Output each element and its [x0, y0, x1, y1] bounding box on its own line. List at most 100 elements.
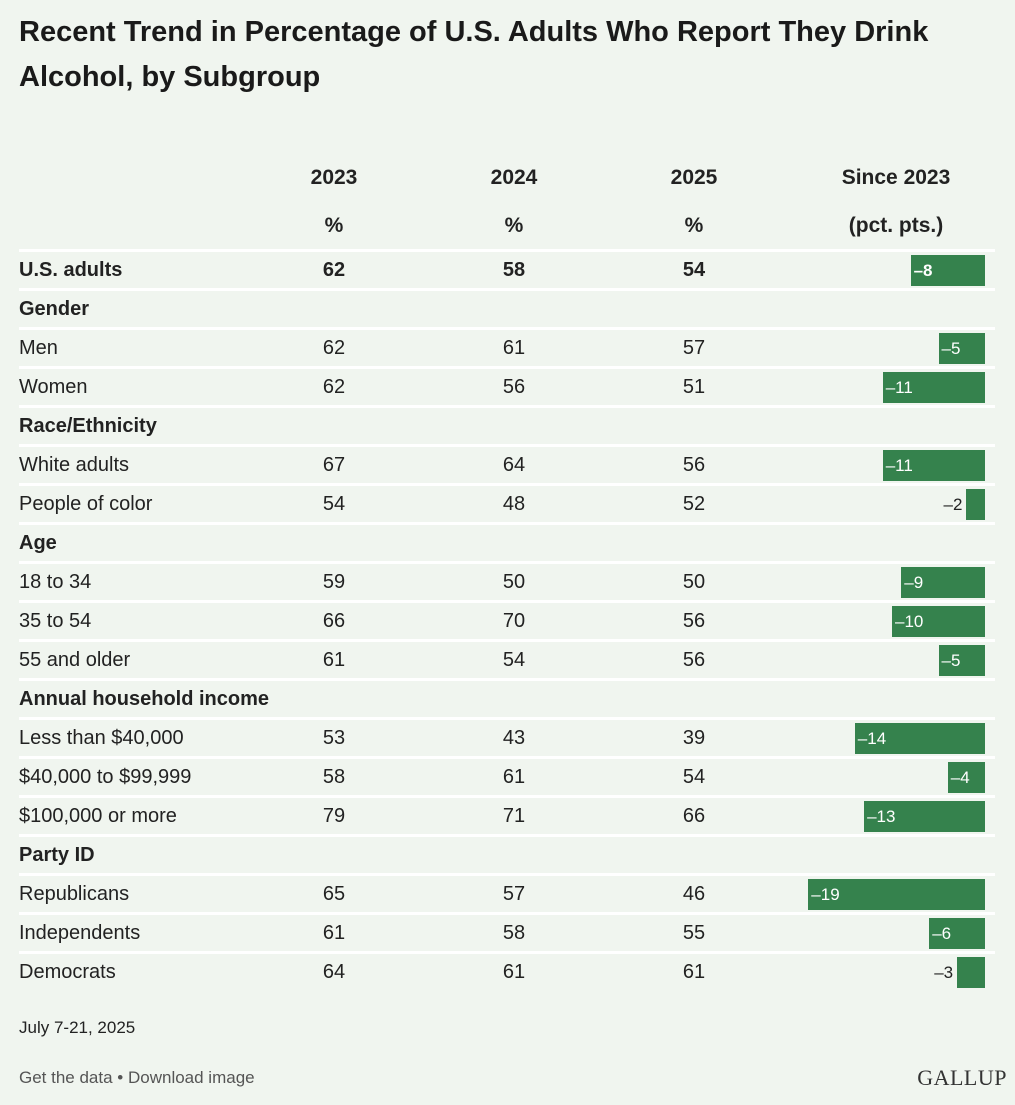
change-bar	[938, 333, 985, 364]
value-2023: 53	[322, 727, 346, 749]
change-label: –2	[943, 495, 963, 514]
chart-title: Recent Trend in Percentage of U.S. Adult…	[19, 16, 929, 93]
header-2024: 2024	[490, 166, 538, 189]
value-2025: 56	[682, 610, 706, 632]
row-divider	[19, 678, 995, 681]
gallup-logo: GALLUP	[917, 1065, 1007, 1090]
row-label: $100,000 or more	[19, 805, 177, 827]
group-header-row: Party ID	[0, 836, 1015, 875]
row-label: Women	[19, 376, 88, 398]
value-2025: 50	[682, 571, 706, 593]
table-row: 35 to 54 66 70 56 –10	[0, 602, 1015, 641]
row-divider	[19, 756, 995, 759]
row-divider	[19, 327, 995, 330]
value-2023: 65	[322, 883, 346, 905]
footer-links: Get the data • Download image	[19, 1068, 255, 1088]
change-label: –14	[857, 729, 887, 748]
group-label: Race/Ethnicity	[19, 415, 157, 437]
change-label: –6	[932, 924, 952, 943]
value-2023: 59	[322, 571, 346, 593]
row-label: 35 to 54	[19, 610, 92, 632]
value-2023: 61	[322, 649, 346, 671]
change-label: –3	[934, 963, 954, 982]
row-divider	[19, 366, 995, 369]
row-label: People of color	[19, 493, 153, 515]
row-label: 55 and older	[19, 649, 131, 671]
unit-2023: %	[324, 214, 344, 237]
row-divider	[19, 405, 995, 408]
value-2025: 54	[682, 766, 706, 788]
unit-2025: %	[684, 214, 704, 237]
value-2023: 62	[322, 376, 346, 398]
value-2024: 43	[502, 727, 526, 749]
change-bar	[864, 801, 985, 832]
change-bar	[966, 489, 985, 520]
row-divider	[19, 717, 995, 720]
value-2024: 58	[502, 922, 526, 944]
value-2024: 70	[502, 610, 526, 632]
table-row: 55 and older 61 54 56 –5	[0, 641, 1015, 680]
header-2025: 2025	[670, 166, 718, 189]
download-image-link[interactable]: Download image	[127, 1068, 255, 1087]
group-label: Age	[19, 532, 57, 554]
change-bar	[854, 723, 985, 754]
value-2023: 62	[322, 337, 346, 359]
value-2025: 54	[682, 259, 706, 281]
change-label: –4	[950, 768, 970, 787]
row-divider	[19, 288, 995, 291]
table-row: Men 62 61 57 –5	[0, 329, 1015, 368]
change-label: –5	[941, 339, 961, 358]
row-label: Independents	[19, 922, 141, 944]
group-header-row: Annual household income	[0, 680, 1015, 719]
table-row: $100,000 or more 79 71 66 –13	[0, 797, 1015, 836]
value-2025: 55	[682, 922, 706, 944]
row-label: White adults	[19, 454, 130, 476]
value-2025: 56	[682, 454, 706, 476]
change-bar	[901, 567, 985, 598]
row-divider	[19, 561, 995, 564]
table-row: White adults 67 64 56 –11	[0, 446, 1015, 485]
row-label: U.S. adults	[19, 259, 123, 281]
value-2025: 51	[682, 376, 706, 398]
table-row: Democrats 64 61 61 –3	[0, 953, 1015, 992]
value-2024: 50	[502, 571, 526, 593]
value-2024: 56	[502, 376, 526, 398]
value-2023: 79	[322, 805, 346, 827]
survey-date: July 7-21, 2025	[19, 1018, 136, 1037]
change-label: –10	[895, 612, 924, 631]
table-row: Republicans 65 57 46 –19	[0, 875, 1015, 914]
value-2023: 54	[322, 493, 346, 515]
get-data-link[interactable]: Get the data	[19, 1068, 113, 1087]
unit-2024: %	[504, 214, 524, 237]
row-divider	[19, 249, 995, 252]
row-label: Republicans	[19, 883, 130, 905]
row-divider	[19, 639, 995, 642]
change-label: –19	[811, 885, 840, 904]
change-label: –5	[941, 651, 961, 670]
change-label: –11	[885, 378, 913, 397]
header-2023: 2023	[310, 166, 358, 189]
value-2025: 39	[682, 727, 706, 749]
group-header-row: Gender	[0, 290, 1015, 329]
row-label: Democrats	[19, 961, 116, 983]
row-divider	[19, 600, 995, 603]
row-divider	[19, 951, 995, 954]
value-2024: 61	[502, 961, 526, 983]
table-row: $40,000 to $99,999 58 61 54 –4	[0, 758, 1015, 797]
header-since-2023: Since 2023	[841, 166, 951, 189]
table-row: Less than $40,000 53 43 39 –14	[0, 719, 1015, 758]
change-label: –8	[913, 261, 933, 280]
change-bar	[882, 372, 985, 403]
value-2024: 48	[502, 493, 526, 515]
table-row: Women 62 56 51 –11	[0, 368, 1015, 407]
value-2023: 58	[322, 766, 346, 788]
row-label: 18 to 34	[19, 571, 92, 593]
change-label: –9	[904, 573, 924, 592]
change-bar	[808, 879, 985, 910]
change-bar	[947, 762, 985, 793]
value-2024: 61	[502, 337, 526, 359]
footer-separator: •	[112, 1068, 128, 1087]
value-2023: 67	[322, 454, 346, 476]
row-divider	[19, 873, 995, 876]
row-divider	[19, 483, 995, 486]
